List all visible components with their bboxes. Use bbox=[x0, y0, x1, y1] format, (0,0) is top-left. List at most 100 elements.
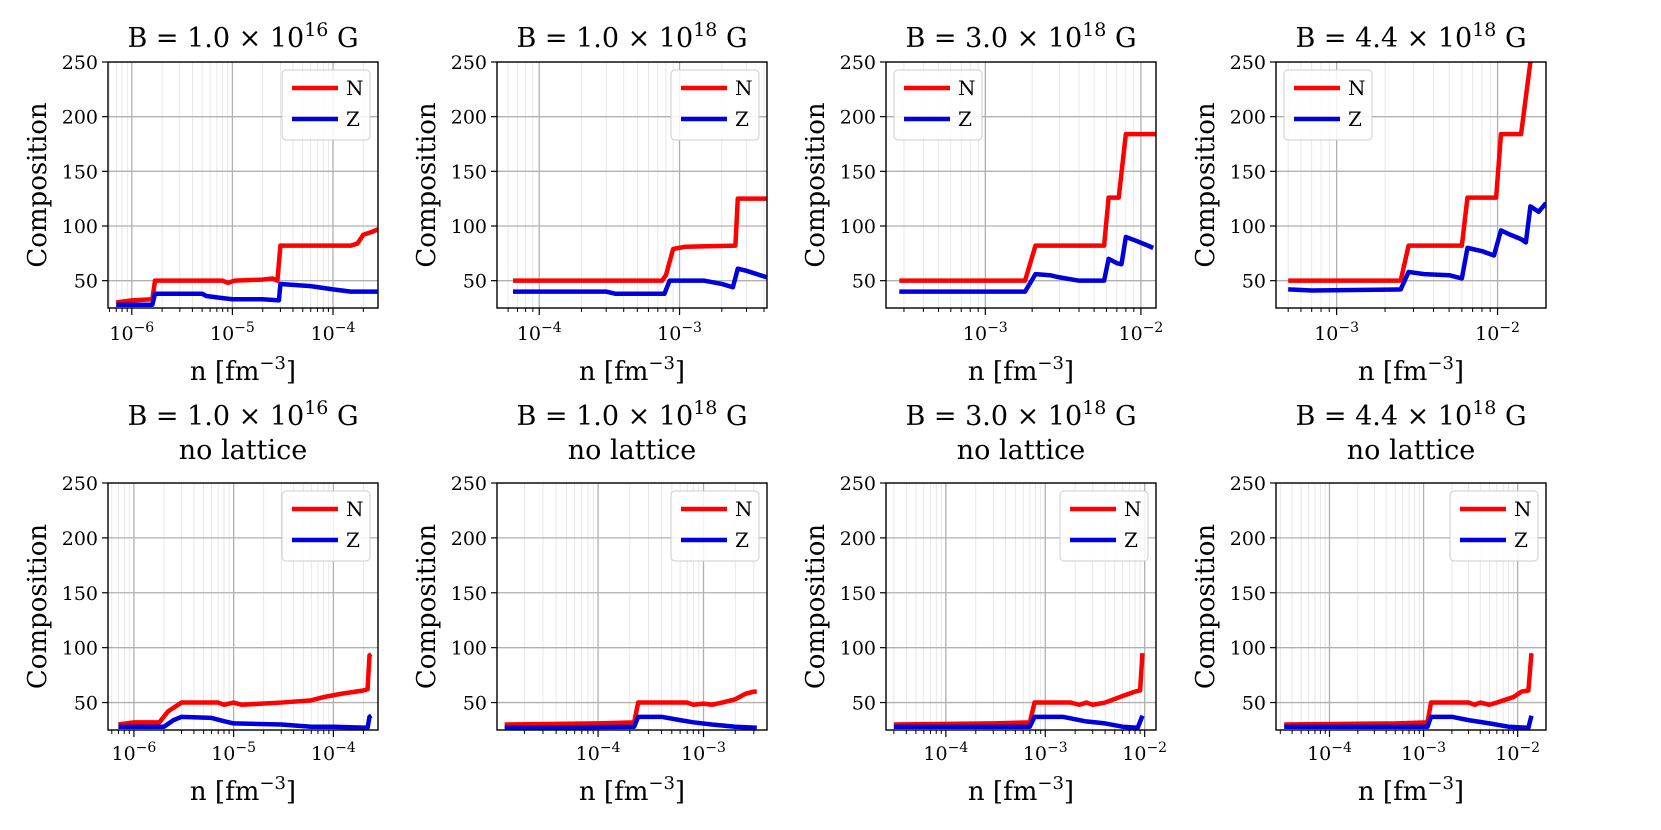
legend: NZ bbox=[281, 69, 371, 141]
x-tick-exponent: −3 bbox=[705, 740, 726, 756]
x-tick-base: 10 bbox=[681, 743, 705, 765]
title-exponent: 16 bbox=[304, 19, 328, 41]
x-tick-exponent: −6 bbox=[134, 320, 155, 336]
y-tick-label: 50 bbox=[852, 271, 876, 293]
x-axis-label-close: ] bbox=[675, 357, 685, 387]
x-tick-base: 10 bbox=[1307, 743, 1331, 765]
y-tick-label: 50 bbox=[1242, 693, 1266, 715]
title-main: B = 1.0 × 10 bbox=[127, 401, 304, 432]
x-axis-label-exponent: −3 bbox=[1427, 353, 1454, 374]
title-exponent: 18 bbox=[1472, 19, 1496, 41]
chart-subtitle: no lattice bbox=[1347, 435, 1475, 466]
x-axis-label: n [fm−3] bbox=[968, 773, 1074, 807]
y-tick-label: 150 bbox=[451, 161, 487, 183]
x-tick-base: 10 bbox=[211, 743, 235, 765]
chart-title: B = 1.0 × 1016 G bbox=[127, 19, 358, 54]
x-axis-label-exponent: −3 bbox=[259, 773, 286, 794]
title-unit: G bbox=[1496, 23, 1526, 54]
y-tick-label: 50 bbox=[1242, 271, 1266, 293]
legend: NZ bbox=[1059, 490, 1149, 562]
chart-subtitle: no lattice bbox=[179, 435, 307, 466]
y-tick-label: 250 bbox=[62, 52, 98, 74]
y-tick-label: 200 bbox=[1230, 528, 1266, 550]
x-tick-label: 10−4 bbox=[517, 320, 562, 345]
x-tick-base: 10 bbox=[311, 743, 335, 765]
x-axis-label-exponent: −3 bbox=[259, 353, 286, 374]
x-tick-exponent: −3 bbox=[1338, 320, 1359, 336]
x-tick-exponent: −2 bbox=[1499, 320, 1520, 336]
title-main: B = 3.0 × 10 bbox=[905, 401, 1082, 432]
y-tick-label: 100 bbox=[1230, 216, 1266, 238]
x-tick-label: 10−3 bbox=[963, 320, 1008, 345]
title-exponent: 18 bbox=[693, 397, 717, 419]
x-axis-label-text: n [fm bbox=[968, 777, 1037, 807]
x-tick-label: 10−3 bbox=[681, 740, 726, 765]
legend-label-N: N bbox=[735, 76, 753, 100]
x-axis-label-text: n [fm bbox=[190, 777, 259, 807]
x-tick-label: 10−4 bbox=[923, 740, 968, 765]
chart-title: B = 1.0 × 1018 G bbox=[516, 19, 747, 54]
series-group bbox=[118, 652, 373, 730]
legend: NZ bbox=[1283, 69, 1373, 141]
series-line-N bbox=[115, 227, 378, 305]
y-tick-label: 100 bbox=[62, 216, 98, 238]
y-tick-label: 200 bbox=[451, 528, 487, 550]
x-axis-label-text: n [fm bbox=[968, 357, 1037, 387]
title-main: B = 1.0 × 10 bbox=[516, 401, 693, 432]
x-tick-exponent: −4 bbox=[1331, 740, 1352, 756]
chart-title: B = 4.4 × 1018 G bbox=[1295, 397, 1526, 432]
x-tick-exponent: −5 bbox=[234, 320, 255, 336]
series-line-Z bbox=[504, 714, 757, 730]
title-main: B = 4.4 × 10 bbox=[1295, 401, 1472, 432]
x-tick-base: 10 bbox=[657, 323, 681, 345]
y-tick-label: 100 bbox=[840, 638, 876, 660]
x-axis-label-close: ] bbox=[1454, 357, 1464, 387]
axes-frame bbox=[885, 61, 1157, 309]
chart-title: B = 3.0 × 1018 G bbox=[905, 19, 1136, 54]
x-axis-label-exponent: −3 bbox=[648, 773, 675, 794]
legend-label-Z: Z bbox=[735, 528, 749, 552]
title-unit: G bbox=[1106, 401, 1136, 432]
x-axis-label-text: n [fm bbox=[1358, 777, 1427, 807]
legend-label-Z: Z bbox=[1124, 528, 1138, 552]
x-tick-exponent: −2 bbox=[1143, 320, 1164, 336]
title-main: B = 1.0 × 10 bbox=[516, 23, 693, 54]
x-tick-label: 10−2 bbox=[1119, 320, 1164, 345]
series-line-N bbox=[118, 652, 373, 727]
x-tick-base: 10 bbox=[1122, 743, 1146, 765]
legend-label-Z: Z bbox=[958, 107, 972, 131]
title-exponent: 16 bbox=[304, 397, 328, 419]
legend-label-Z: Z bbox=[1514, 528, 1528, 552]
x-tick-exponent: −3 bbox=[681, 320, 702, 336]
x-axis-label-text: n [fm bbox=[579, 357, 648, 387]
x-tick-label: 10−2 bbox=[1122, 740, 1167, 765]
axes-frame bbox=[496, 482, 768, 731]
title-unit: G bbox=[328, 23, 358, 54]
x-tick-base: 10 bbox=[1401, 743, 1425, 765]
x-axis-label-exponent: −3 bbox=[1427, 773, 1454, 794]
title-main: B = 3.0 × 10 bbox=[905, 23, 1082, 54]
y-axis-label: Composition bbox=[801, 102, 831, 268]
x-tick-exponent: −4 bbox=[335, 320, 356, 336]
series-line-N bbox=[899, 131, 1156, 283]
title-unit: G bbox=[328, 401, 358, 432]
chart-title: B = 4.4 × 1018 G bbox=[1295, 19, 1526, 54]
y-axis-label: Composition bbox=[23, 102, 53, 268]
legend-label-Z: Z bbox=[1348, 107, 1362, 131]
x-tick-label: 10−4 bbox=[576, 740, 621, 765]
x-axis-label: n [fm−3] bbox=[1358, 353, 1464, 387]
x-axis-label-exponent: −3 bbox=[1037, 353, 1064, 374]
x-axis-label-exponent: −3 bbox=[1037, 773, 1064, 794]
y-tick-label: 50 bbox=[74, 271, 98, 293]
legend: NZ bbox=[1449, 490, 1539, 562]
y-tick-label: 100 bbox=[451, 216, 487, 238]
x-tick-base: 10 bbox=[923, 743, 947, 765]
grid bbox=[497, 62, 767, 308]
axes-frame bbox=[107, 61, 379, 309]
x-tick-exponent: −2 bbox=[1146, 740, 1167, 756]
